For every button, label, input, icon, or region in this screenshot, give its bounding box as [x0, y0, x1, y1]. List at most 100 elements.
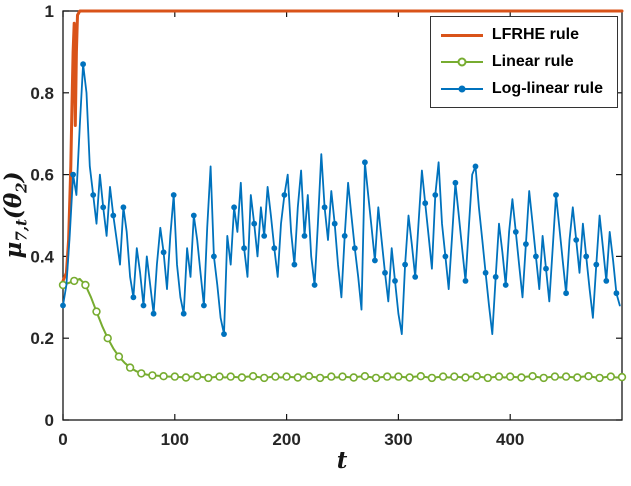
marker-log-linear-rule: [231, 204, 238, 211]
marker-log-linear-rule: [60, 302, 66, 309]
marker-log-linear-rule: [432, 192, 439, 198]
y-tick-label: 0.2: [30, 329, 54, 348]
marker-log-linear-rule: [402, 261, 408, 268]
marker-log-linear-rule: [583, 253, 590, 260]
marker-log-linear-rule: [603, 278, 610, 284]
marker-log-linear-rule: [201, 302, 207, 309]
marker-linear-rule: [204, 373, 213, 383]
marker-log-linear-rule: [190, 212, 197, 219]
marker-log-linear-rule: [502, 282, 509, 288]
marker-log-linear-rule: [120, 204, 127, 211]
marker-linear-rule: [282, 372, 291, 381]
marker-linear-rule: [371, 373, 381, 383]
legend-marker-swatch: [458, 85, 466, 93]
marker-log-linear-rule: [362, 159, 368, 166]
marker-linear-rule: [271, 372, 280, 381]
marker-linear-rule: [159, 372, 168, 381]
marker-log-linear-rule: [80, 61, 86, 68]
marker-log-linear-rule: [160, 249, 167, 256]
marker-linear-rule: [573, 373, 582, 382]
y-tick-label: 0.4: [30, 247, 54, 266]
marker-linear-rule: [193, 372, 202, 381]
marker-linear-rule: [69, 276, 79, 286]
marker-linear-rule: [539, 373, 548, 383]
marker-linear-rule: [584, 372, 593, 381]
legend-line-swatch: [440, 33, 483, 37]
marker-log-linear-rule: [543, 265, 549, 272]
y-tick-label: 0: [45, 411, 54, 430]
marker-linear-rule: [125, 363, 135, 372]
marker-linear-rule: [427, 373, 437, 383]
marker-log-linear-rule: [311, 282, 318, 288]
marker-linear-rule: [327, 372, 336, 381]
marker-log-linear-rule: [573, 237, 580, 243]
legend-item-linear-rule[interactable]: Linear rule: [440, 53, 603, 71]
x-tick-label: 200: [272, 430, 300, 449]
marker-linear-rule: [248, 372, 258, 381]
marker-linear-rule: [114, 352, 124, 361]
marker-log-linear-rule: [301, 233, 308, 239]
y-axis-label: μ7,t(θ2): [0, 115, 31, 315]
y-axis-label-sub: 7,t: [12, 219, 31, 242]
legend-item-log-linear-rule[interactable]: Log-linear rule: [440, 80, 603, 98]
marker-linear-rule: [528, 372, 537, 381]
x-axis-label: t: [336, 447, 348, 474]
marker-linear-rule: [617, 372, 627, 382]
marker-log-linear-rule: [241, 245, 248, 252]
marker-log-linear-rule: [321, 204, 328, 211]
marker-log-linear-rule: [351, 245, 358, 252]
marker-linear-rule: [315, 373, 325, 383]
marker-log-linear-rule: [462, 278, 469, 284]
marker-log-linear-rule: [331, 220, 338, 227]
marker-log-linear-rule: [261, 233, 268, 239]
marker-linear-rule: [606, 372, 615, 381]
marker-linear-rule: [338, 372, 347, 381]
marker-log-linear-rule: [442, 253, 449, 260]
marker-linear-rule: [595, 373, 604, 383]
legend-sample-log-linear: [440, 83, 483, 95]
legend-sample-linear: [440, 56, 483, 68]
marker-linear-rule: [438, 372, 448, 381]
marker-linear-rule: [450, 372, 459, 381]
marker-linear-rule: [260, 373, 269, 383]
y-tick-label: 0.6: [30, 166, 54, 185]
marker-log-linear-rule: [291, 261, 298, 268]
marker-linear-rule: [92, 307, 101, 316]
marker-log-linear-rule: [70, 171, 76, 178]
marker-log-linear-rule: [281, 192, 288, 198]
marker-log-linear-rule: [512, 229, 519, 235]
series-line-linear-rule: [62, 277, 623, 379]
marker-log-linear-rule: [251, 220, 258, 227]
marker-linear-rule: [394, 372, 403, 381]
marker-linear-rule: [304, 372, 314, 381]
legend-label-log-linear-rule: Log-linear rule: [491, 80, 603, 97]
marker-log-linear-rule: [523, 241, 529, 248]
marker-log-linear-rule: [130, 294, 137, 301]
marker-log-linear-rule: [412, 274, 419, 280]
marker-linear-rule: [472, 372, 481, 381]
y-axis-label-mid: (θ: [0, 192, 27, 220]
legend: LFRHE rule Linear rule Log-linear rule: [429, 16, 618, 108]
marker-linear-rule: [103, 334, 112, 343]
x-tick-label: 300: [384, 430, 412, 449]
marker-linear-rule: [506, 372, 515, 381]
marker-linear-rule: [181, 373, 191, 382]
marker-log-linear-rule: [593, 261, 600, 268]
marker-linear-rule: [170, 372, 180, 381]
y-axis-label-mu: μ: [0, 241, 27, 259]
x-tick-label: 400: [496, 430, 524, 449]
marker-linear-rule: [494, 372, 504, 381]
x-tick-label: 100: [161, 430, 189, 449]
marker-linear-rule: [405, 373, 414, 382]
marker-linear-rule: [293, 373, 302, 382]
legend-item-lfrhe-rule[interactable]: LFRHE rule: [440, 26, 603, 44]
marker-log-linear-rule: [472, 163, 479, 170]
marker-linear-rule: [483, 373, 492, 383]
legend-sample-lfrhe: [440, 29, 483, 41]
marker-linear-rule: [416, 372, 425, 381]
marker-log-linear-rule: [372, 257, 378, 264]
marker-log-linear-rule: [170, 192, 177, 198]
marker-linear-rule: [349, 373, 358, 382]
marker-linear-rule: [461, 373, 470, 382]
marker-linear-rule: [148, 371, 157, 380]
